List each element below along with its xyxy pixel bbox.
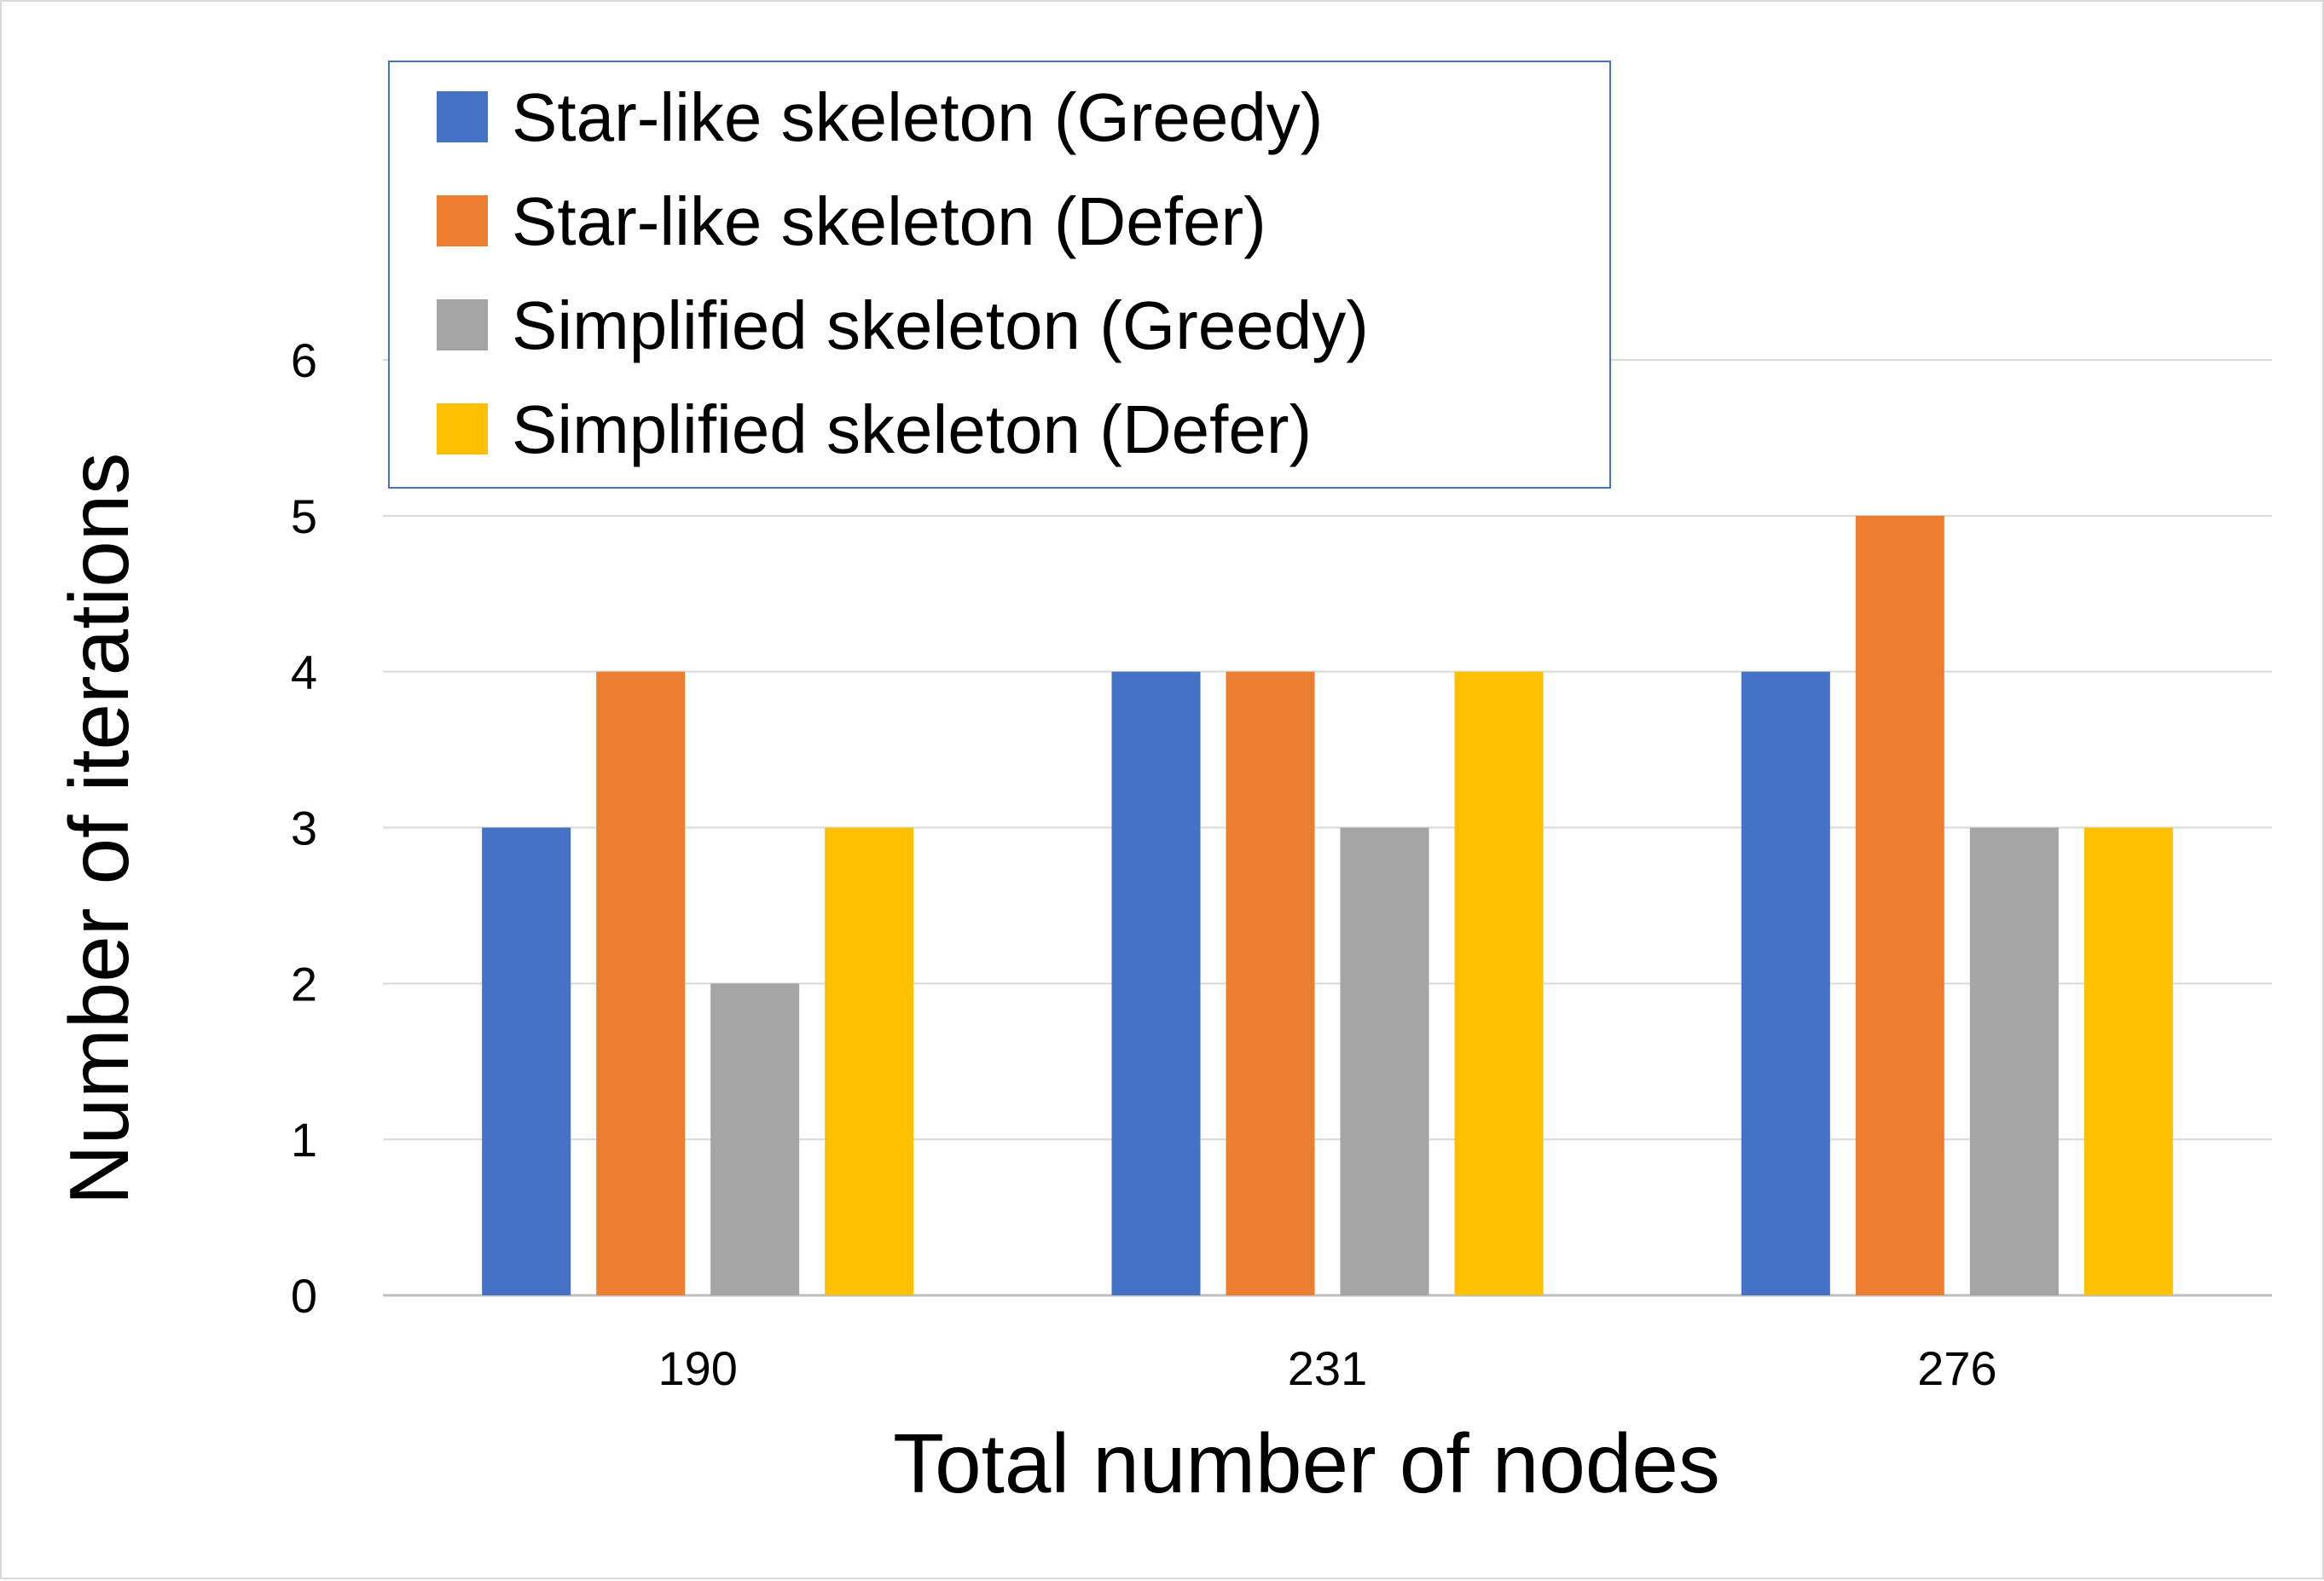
legend-label: Simplified skeleton (Defer): [512, 391, 1312, 467]
bar-231-series-3: [1340, 827, 1429, 1295]
bar-190-series-2: [596, 671, 686, 1295]
bar-190-series-1: [482, 827, 571, 1295]
bar-190-series-3: [710, 983, 800, 1295]
legend-swatch: [437, 403, 488, 455]
x-axis-title: Total number of nodes: [893, 1416, 1720, 1510]
y-tick-label: 4: [291, 646, 317, 699]
bar-276-series-3: [1969, 827, 2059, 1295]
y-tick-label: 5: [291, 489, 317, 543]
y-tick-label: 6: [291, 333, 317, 387]
y-axis-title: Number of iterations: [52, 453, 146, 1205]
legend-label: Star-like skeleton (Defer): [512, 183, 1266, 259]
bars: [482, 515, 2173, 1295]
bar-231-series-4: [1454, 671, 1544, 1295]
x-tick-label: 190: [658, 1341, 737, 1395]
y-axis-ticks: 0 1 2 3 4 5 6: [291, 333, 317, 1323]
bar-231-series-2: [1226, 671, 1315, 1295]
legend-label: Simplified skeleton (Greedy): [512, 287, 1369, 363]
x-tick-label: 276: [1917, 1341, 1997, 1395]
bar-190-series-4: [825, 827, 914, 1295]
legend-swatch: [437, 195, 488, 246]
bar-276-series-2: [1855, 515, 1944, 1295]
y-tick-label: 2: [291, 957, 317, 1011]
bar-276-series-4: [2083, 827, 2173, 1295]
bar-231-series-1: [1111, 671, 1201, 1295]
y-tick-label: 3: [291, 802, 317, 855]
legend-box: [388, 61, 1611, 489]
y-tick-label: 1: [291, 1113, 317, 1167]
legend: Star-like skeleton (Greedy) Star-like ske…: [388, 61, 1611, 489]
legend-swatch: [437, 91, 488, 142]
x-tick-label: 231: [1288, 1341, 1367, 1395]
y-tick-label: 0: [291, 1269, 317, 1323]
x-axis-ticks: 190 231 276: [658, 1341, 1997, 1395]
legend-swatch: [437, 299, 488, 350]
legend-label: Star-like skeleton (Greedy): [512, 79, 1323, 155]
bar-276-series-1: [1741, 671, 1830, 1295]
